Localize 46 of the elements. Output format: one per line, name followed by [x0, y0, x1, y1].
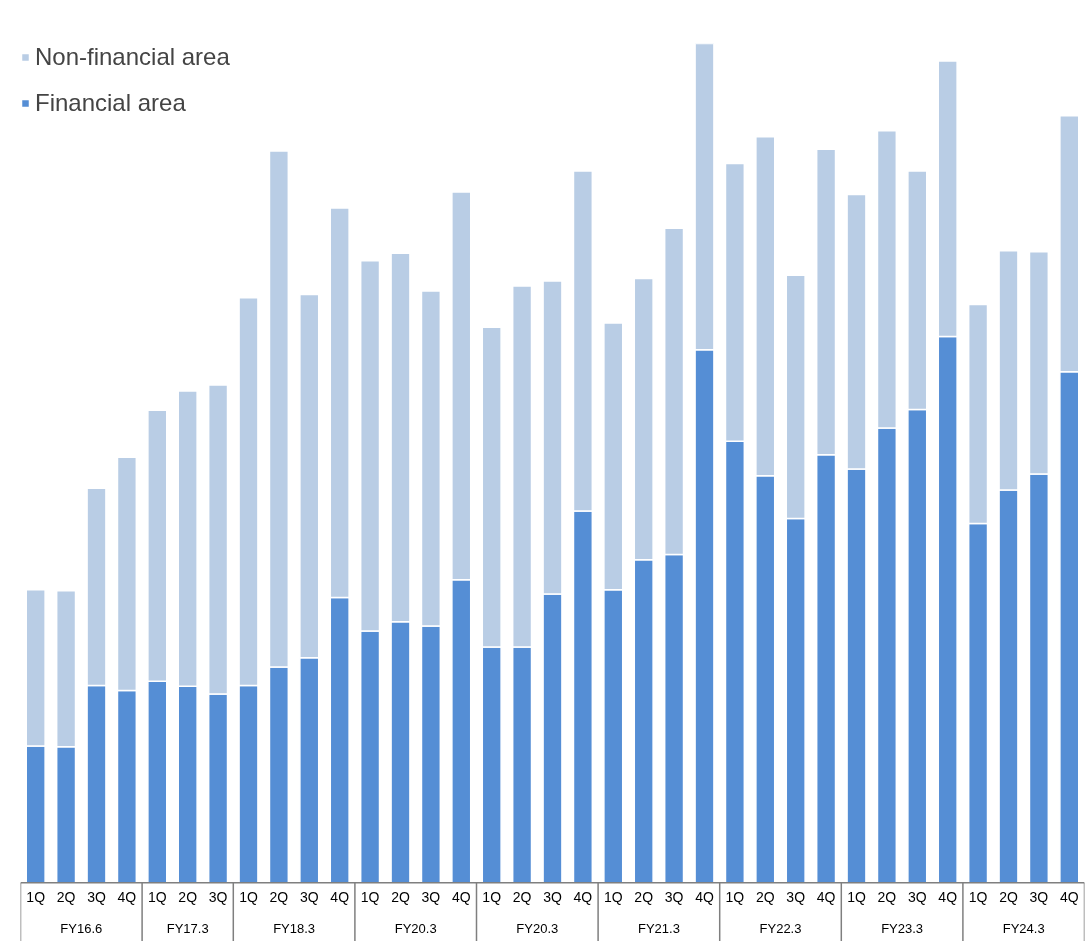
x-tick-label: 4Q	[695, 889, 714, 906]
x-tick-label: 3Q	[299, 889, 319, 906]
x-tick-label: 4Q	[330, 889, 350, 906]
x-tick-label: 4Q	[573, 889, 593, 906]
x-tick-label: 3Q	[208, 889, 228, 906]
x-tick-label: 2Q	[269, 889, 289, 906]
text: FY17.3	[166, 920, 209, 936]
x-tick-label: 2Q	[56, 889, 76, 906]
x-tick-label: 4Q	[816, 889, 836, 906]
x-tick-label: 1Q	[603, 889, 623, 906]
x-tick-label: 2Q	[999, 889, 1018, 906]
x-tick-label: 1Q	[968, 889, 988, 906]
x-tick-label: 4Q	[451, 889, 471, 906]
x-tick-label: 2Q	[512, 889, 532, 906]
x-tick-label: 3Q	[87, 889, 106, 906]
x-tick-label: 2Q	[178, 889, 198, 906]
x-tick-label: 1Q	[360, 889, 380, 906]
x-tick-label: 1Q	[26, 889, 46, 906]
legend-label: Financial area	[35, 89, 186, 117]
x-tick-label: 2Q	[877, 889, 897, 906]
x-tick-label: 4Q	[117, 889, 137, 906]
x-tick-label: 3Q	[543, 889, 562, 906]
text: FY20.3	[516, 920, 559, 936]
text: FY20.3	[394, 920, 437, 936]
x-tick-label: 1Q	[147, 889, 167, 906]
x-tick-label: 1Q	[239, 889, 258, 906]
x-tick-label: 3Q	[664, 889, 684, 906]
x-tick-label: 1Q	[847, 889, 866, 906]
x-tick-label: 2Q	[391, 889, 410, 906]
text: FY18.3	[273, 920, 316, 936]
x-tick-label: 3Q	[421, 889, 441, 906]
x-tick-label: 1Q	[725, 889, 745, 906]
x-tick-label: 2Q	[755, 889, 775, 906]
x-tick-label: 2Q	[634, 889, 654, 906]
text: FY22.3	[759, 920, 802, 936]
legend-label: Non-financial area	[35, 43, 230, 71]
text: FY21.3	[637, 920, 680, 936]
x-tick-label: 4Q	[1059, 889, 1079, 906]
x-tick-label: 4Q	[938, 889, 958, 906]
x-tick-label: 3Q	[786, 889, 806, 906]
text: FY23.3	[881, 920, 924, 936]
text: FY24.3	[1002, 920, 1045, 936]
x-tick-label: 3Q	[907, 889, 927, 906]
x-tick-label: 3Q	[1029, 889, 1049, 906]
x-tick-label: 1Q	[482, 889, 502, 906]
text: FY16.6	[60, 920, 103, 936]
